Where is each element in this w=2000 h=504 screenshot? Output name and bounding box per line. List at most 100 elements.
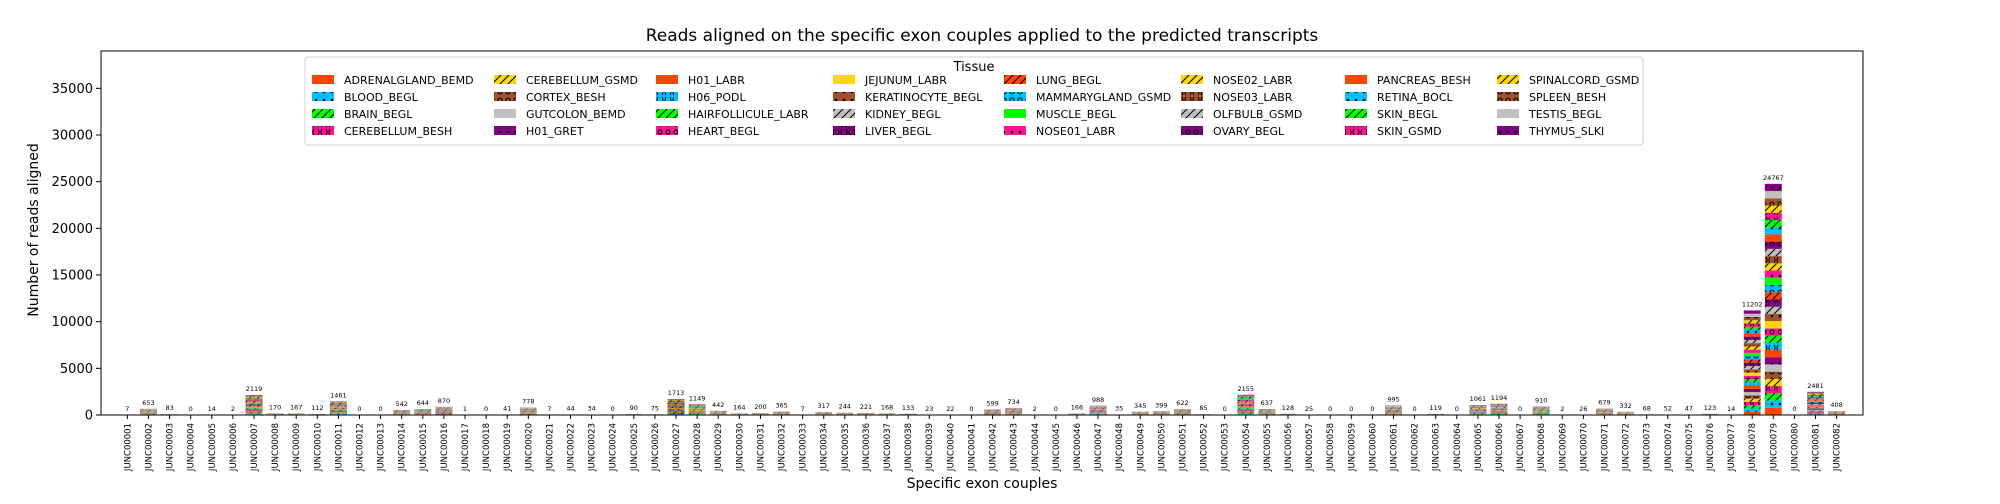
bar-value-label: 22 [946,405,954,413]
x-tick-label: JUNC00027 [672,423,682,472]
x-tick-label: JUNC00070 [1579,423,1589,472]
bar-stack-JUNC00046: 166 [1069,403,1086,415]
bar-segment [1807,403,1824,404]
bar-stack-JUNC00034: 317 [815,402,832,415]
bar-stack-JUNC00079: 24767 [1763,174,1784,415]
bar-segment [1807,407,1824,408]
bar-segment [1744,389,1761,392]
legend-swatch [1181,75,1203,84]
bar-segment [1765,184,1782,191]
y-tick-label: 5000 [60,362,93,377]
bar-value-label: 0 [611,405,615,413]
bar-value-label: 0 [1328,405,1332,413]
bar-stack-JUNC00030: 164 [731,403,748,415]
bar-value-label: 622 [1176,399,1188,407]
bar-value-label: 910 [1535,397,1547,405]
bar-segment [1807,408,1824,409]
y-axis-label: Number of reads aligned [26,143,42,317]
legend-swatch [1345,109,1367,118]
legend-swatch [494,126,516,135]
bar-segment [1765,227,1782,234]
bar-segment [1237,410,1254,411]
bar-segment [1237,406,1254,407]
bar-value-label: 1061 [1470,395,1487,403]
bar-stack-JUNC00023: 34 [583,405,600,415]
legend-label: CORTEX_BESH [526,91,606,104]
x-tick-label: JUNC00002 [144,423,154,472]
bar-segment [1807,405,1824,406]
bar-segment [1744,343,1761,346]
bar-value-label: 1461 [330,391,347,399]
x-tick-label: JUNC00043 [1010,423,1020,472]
bar-value-label: 1149 [689,394,706,402]
bar-stack-JUNC00010: 112 [309,404,326,415]
bar-value-label: 2 [231,405,235,413]
bar-segment [246,406,263,407]
bar-segment [1765,206,1782,213]
bar-value-label: 24767 [1763,174,1784,182]
bar-stack-JUNC00051: 622 [1174,399,1191,415]
x-tick-label: JUNC00055 [1263,423,1273,472]
bar-segment [246,396,263,397]
legend-label: SKIN_BEGL [1377,108,1438,121]
bar-value-label: 2155 [1237,385,1254,393]
x-tick-label: JUNC00077 [1727,423,1737,472]
bar-stack-JUNC00073: 68 [1638,404,1655,415]
bar-segment [1765,372,1782,379]
legend-swatch [1497,92,1519,101]
bar-stack-JUNC00035: 244 [836,403,853,415]
bar-value-label: 75 [651,404,659,412]
x-tick-label: JUNC00007 [250,423,260,472]
x-tick-label: JUNC00068 [1537,423,1547,472]
legend-swatch [312,109,334,118]
bar-value-label: 1194 [1491,394,1508,402]
bar-stack-JUNC00055: 637 [1258,399,1275,415]
bar-segment [1237,409,1254,410]
legend-swatch [1004,126,1026,135]
x-tick-label: JUNC00001 [123,423,133,472]
x-tick-label: JUNC00011 [334,423,344,472]
bar-value-label: 442 [712,401,724,409]
bar-segment [1765,256,1782,263]
bar-stack-JUNC00071: 679 [1596,399,1613,415]
bar-segment [1744,382,1761,385]
bar-stack-JUNC00048: 35 [1111,405,1128,415]
bar-segment [1765,198,1782,205]
bar-value-label: 365 [775,402,787,410]
x-tick-label: JUNC00022 [567,423,577,472]
x-tick-label: JUNC00012 [355,423,365,472]
x-tick-label: JUNC00062 [1411,423,1421,472]
bar-value-label: 167 [290,403,302,411]
bar-segment [1744,314,1761,317]
bar-segment [246,399,263,400]
bar-segment [246,413,263,414]
bar-segment [1237,395,1254,396]
x-tick-label: JUNC00005 [208,423,218,472]
bar-segment [1237,407,1254,408]
bar-segment [1237,399,1254,400]
x-tick-label: JUNC00014 [398,423,408,472]
bar-value-label: 133 [902,404,914,412]
legend-label: H01_LABR [688,74,745,87]
bar-segment [1744,392,1761,395]
bar-segment [1744,366,1761,369]
legend-label: NOSE02_LABR [1213,74,1293,87]
legend-swatch [1345,75,1367,84]
bar-stack-JUNC00008: 170 [267,403,284,415]
legend-label: MAMMARYGLAND_GSMD [1036,91,1171,104]
bar-segment [246,405,263,406]
y-tick-label: 0 [85,409,93,424]
bar-value-label: 35 [1115,405,1123,413]
bar-stack-JUNC00036: 221 [857,403,874,415]
x-tick-label: JUNC00010 [313,423,323,472]
bar-value-label: 123 [1704,404,1716,412]
bar-segment [1765,234,1782,241]
bar-segment [246,411,263,412]
bar-segment [1765,220,1782,227]
bar-value-label: 0 [1054,405,1058,413]
y-tick-label: 30000 [52,129,93,144]
bar-segment [246,403,263,404]
x-axis-label: Specific exon couples [907,476,1058,492]
legend-label: SPINALCORD_GSMD [1529,74,1639,87]
